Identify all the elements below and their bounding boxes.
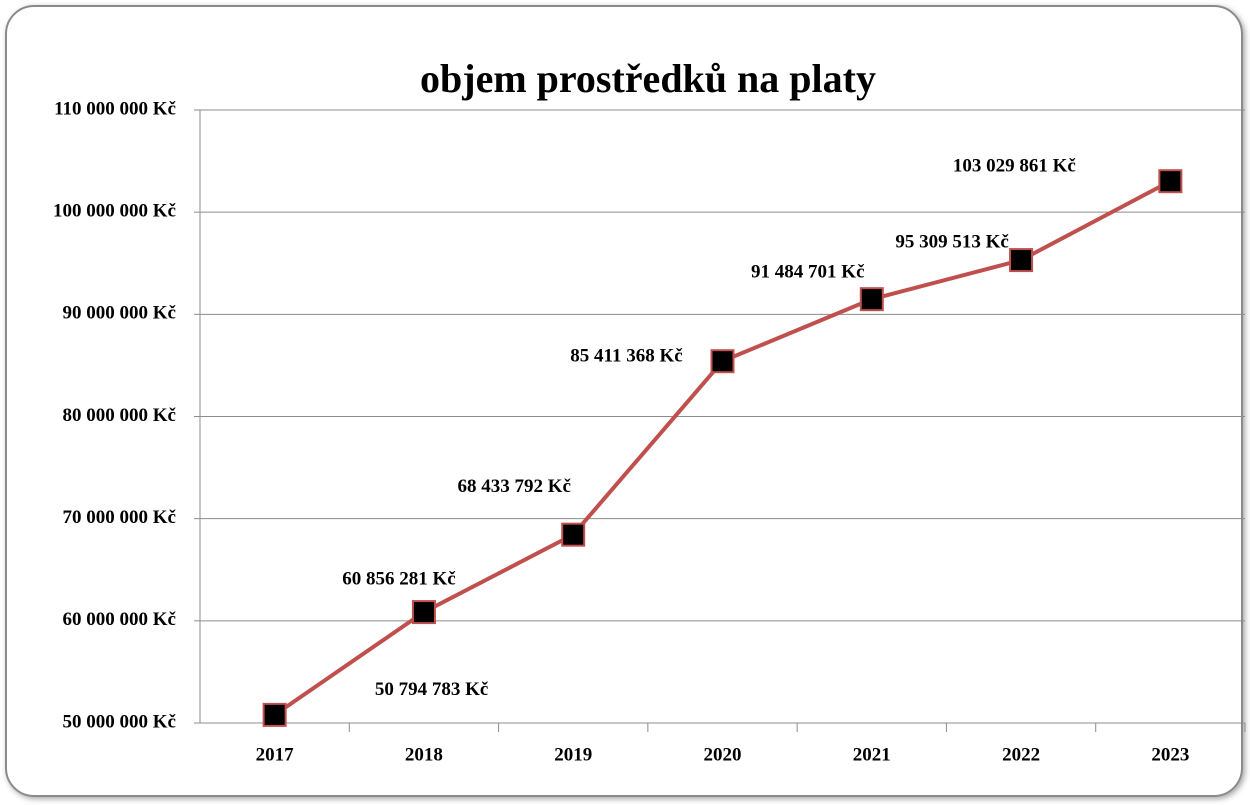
y-tick-label: 70 000 000 Kč xyxy=(63,507,176,528)
marker xyxy=(1009,248,1034,273)
value-label: 103 029 861 Kč xyxy=(953,156,1076,177)
value-label: 95 309 513 Kč xyxy=(895,231,1008,252)
x-tick-label: 2020 xyxy=(704,744,742,765)
y-tick-label: 110 000 000 Kč xyxy=(54,98,176,119)
y-tick-label: 100 000 000 Kč xyxy=(53,201,176,222)
y-tick-label: 80 000 000 Kč xyxy=(63,405,176,426)
x-tick-label: 2021 xyxy=(853,744,891,765)
marker xyxy=(262,702,287,727)
marker xyxy=(1158,169,1183,194)
y-tick-label: 50 000 000 Kč xyxy=(63,711,176,732)
y-tick-label: 90 000 000 Kč xyxy=(63,303,176,324)
x-tick-label: 2018 xyxy=(405,744,443,765)
x-tick-label: 2019 xyxy=(554,744,592,765)
y-tick-label: 60 000 000 Kč xyxy=(63,609,176,630)
value-label: 60 856 281 Kč xyxy=(342,568,455,589)
x-tick-label: 2022 xyxy=(1002,744,1040,765)
chart-frame xyxy=(5,5,1243,797)
chart-title: objem prostředků na platy xyxy=(420,56,876,101)
marker xyxy=(561,522,586,547)
marker xyxy=(710,349,735,374)
value-label: 91 484 701 Kč xyxy=(751,262,864,283)
value-label: 50 794 783 Kč xyxy=(375,679,488,700)
x-tick-label: 2023 xyxy=(1151,744,1189,765)
value-label: 85 411 368 Kč xyxy=(570,346,682,367)
marker xyxy=(859,287,884,312)
value-label: 68 433 792 Kč xyxy=(457,476,570,497)
marker xyxy=(411,600,436,625)
x-tick-label: 2017 xyxy=(256,744,295,765)
